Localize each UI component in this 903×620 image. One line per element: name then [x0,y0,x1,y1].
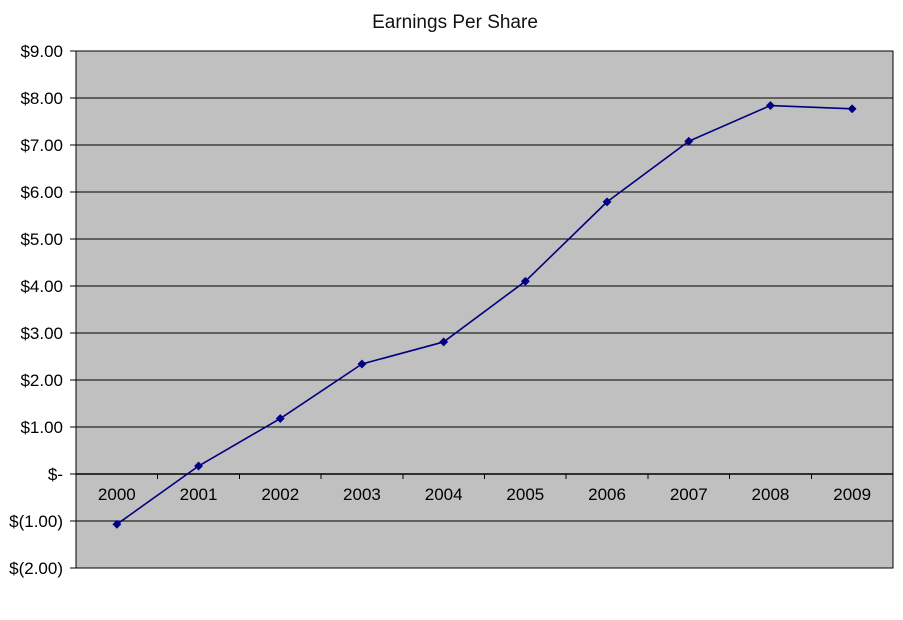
data-point-marker-2003 [357,359,367,369]
x-tick-label-2002: 2002 [261,485,299,504]
chart-title: Earnings Per Share [372,12,538,33]
plot-area [76,51,893,568]
data-point-marker-2008 [765,100,776,111]
data-point-marker-2002 [275,413,285,424]
data-point-marker-2004 [439,337,449,347]
x-tick-label-2000: 2000 [98,485,136,504]
data-point-marker-2005 [520,276,530,286]
y-tick-label: $(1.00) [9,512,63,531]
y-tick-label: $4.00 [20,277,63,296]
x-tick-label-2005: 2005 [506,485,544,504]
y-tick-label: $8.00 [20,89,63,108]
data-point-marker-2007 [684,136,694,146]
x-tick-label-2003: 2003 [343,485,381,504]
data-point-marker-2000 [112,519,122,529]
data-point-marker-2006 [602,197,612,207]
x-tick-label-2007: 2007 [670,485,708,504]
y-tick-label: $1.00 [20,418,63,437]
x-tick-label-2006: 2006 [588,485,626,504]
y-tick-label: $- [48,465,63,484]
y-tick-label: $6.00 [20,183,63,202]
y-tick-label: $5.00 [20,230,63,249]
x-tick-label-2009: 2009 [833,485,871,504]
data-point-marker-2001 [193,461,204,471]
x-tick-label-2008: 2008 [752,485,790,504]
x-tick-label-2004: 2004 [425,485,463,504]
data-point-marker-2009 [847,104,857,114]
y-tick-label: $(2.00) [9,559,63,578]
y-tick-label: $3.00 [20,324,63,343]
x-tick-label-2001: 2001 [180,485,218,504]
y-tick-label: $2.00 [20,371,63,390]
y-tick-label: $7.00 [20,136,63,155]
eps-series-line [116,104,853,525]
y-tick-label: $9.00 [20,42,63,61]
